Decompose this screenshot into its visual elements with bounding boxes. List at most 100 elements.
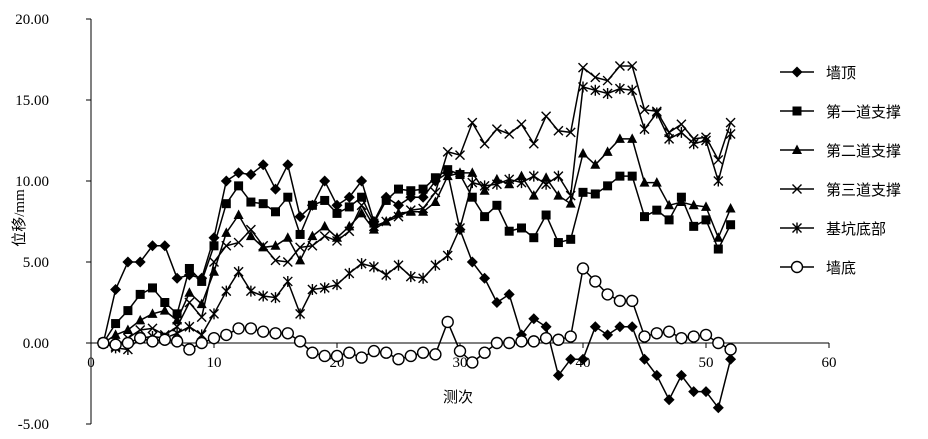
data-point <box>295 229 305 239</box>
data-point <box>147 308 158 318</box>
x-tick-label: 50 <box>699 355 714 371</box>
data-point <box>639 177 650 187</box>
data-point <box>676 119 687 130</box>
data-point <box>725 128 736 140</box>
data-point <box>553 125 564 136</box>
series-1 <box>97 159 737 414</box>
data-point <box>393 259 404 271</box>
data-point <box>122 324 133 335</box>
data-point <box>417 191 429 203</box>
data-point <box>135 314 146 325</box>
data-point <box>233 237 244 248</box>
data-point <box>578 81 588 93</box>
data-point <box>170 335 184 348</box>
data-point <box>418 272 429 284</box>
data-point <box>306 346 319 359</box>
legend-label: 第一道支撑 <box>826 103 901 121</box>
data-point <box>356 175 368 187</box>
data-point <box>394 184 403 194</box>
data-point <box>294 211 306 223</box>
legend-marker <box>792 184 802 194</box>
data-point <box>701 215 711 225</box>
data-point <box>271 207 280 217</box>
data-point <box>528 138 539 149</box>
data-point <box>418 203 429 214</box>
data-point <box>602 329 614 341</box>
data-point <box>700 386 712 398</box>
data-point <box>209 241 219 251</box>
data-point <box>713 154 724 165</box>
x-tick-label: 60 <box>822 355 837 371</box>
data-point <box>332 279 342 291</box>
data-point <box>282 275 293 287</box>
data-point <box>245 224 256 235</box>
data-point <box>552 333 565 346</box>
data-point <box>441 315 454 329</box>
data-point <box>160 298 170 307</box>
series-4 <box>98 60 736 352</box>
data-point <box>269 327 282 340</box>
data-point <box>516 170 527 181</box>
series-layer <box>97 60 737 414</box>
data-point <box>541 172 552 182</box>
data-point <box>282 159 294 171</box>
data-point <box>393 199 404 211</box>
data-point <box>602 146 613 156</box>
data-point <box>539 331 553 345</box>
data-point <box>258 240 269 251</box>
data-point <box>638 330 651 343</box>
data-point <box>467 117 478 128</box>
data-point <box>283 192 293 202</box>
data-point <box>246 197 256 207</box>
legend-marker <box>792 222 802 234</box>
data-point <box>221 199 231 209</box>
data-point <box>159 305 170 315</box>
data-point <box>258 199 268 209</box>
data-point <box>675 331 688 345</box>
data-point <box>688 386 700 398</box>
data-point <box>602 88 613 100</box>
data-point <box>614 83 625 95</box>
data-point <box>466 256 478 268</box>
data-point <box>639 353 650 365</box>
series-line <box>102 162 732 410</box>
data-point <box>195 336 208 350</box>
data-point <box>577 353 589 365</box>
data-point <box>233 209 244 220</box>
data-point <box>111 319 121 329</box>
data-point <box>517 223 526 233</box>
legend-item: 基坑底部 <box>780 221 886 238</box>
data-point <box>651 177 662 187</box>
data-point <box>491 124 502 135</box>
data-point <box>541 210 551 220</box>
data-point <box>134 256 146 268</box>
data-point <box>429 348 442 361</box>
data-point <box>307 284 318 296</box>
y-tick-label: 0.00 <box>23 336 49 352</box>
x-tick-label: 10 <box>207 355 222 371</box>
data-point <box>405 271 416 283</box>
data-point <box>651 107 662 119</box>
data-point <box>270 292 281 304</box>
data-point <box>207 331 221 345</box>
data-point <box>712 336 725 350</box>
data-point <box>331 199 343 211</box>
data-point <box>270 183 281 195</box>
data-point <box>418 206 429 216</box>
data-point <box>258 290 269 302</box>
data-point <box>367 344 381 358</box>
data-point <box>663 394 675 406</box>
data-point <box>712 402 724 414</box>
data-point <box>576 262 590 275</box>
data-point <box>515 335 528 348</box>
data-point <box>319 220 330 231</box>
data-point <box>601 288 614 301</box>
data-point <box>651 369 663 381</box>
data-point <box>220 328 233 342</box>
series-2 <box>98 165 736 348</box>
data-point <box>392 353 405 366</box>
data-point <box>688 138 699 150</box>
data-point <box>724 343 737 356</box>
data-point <box>442 250 453 262</box>
